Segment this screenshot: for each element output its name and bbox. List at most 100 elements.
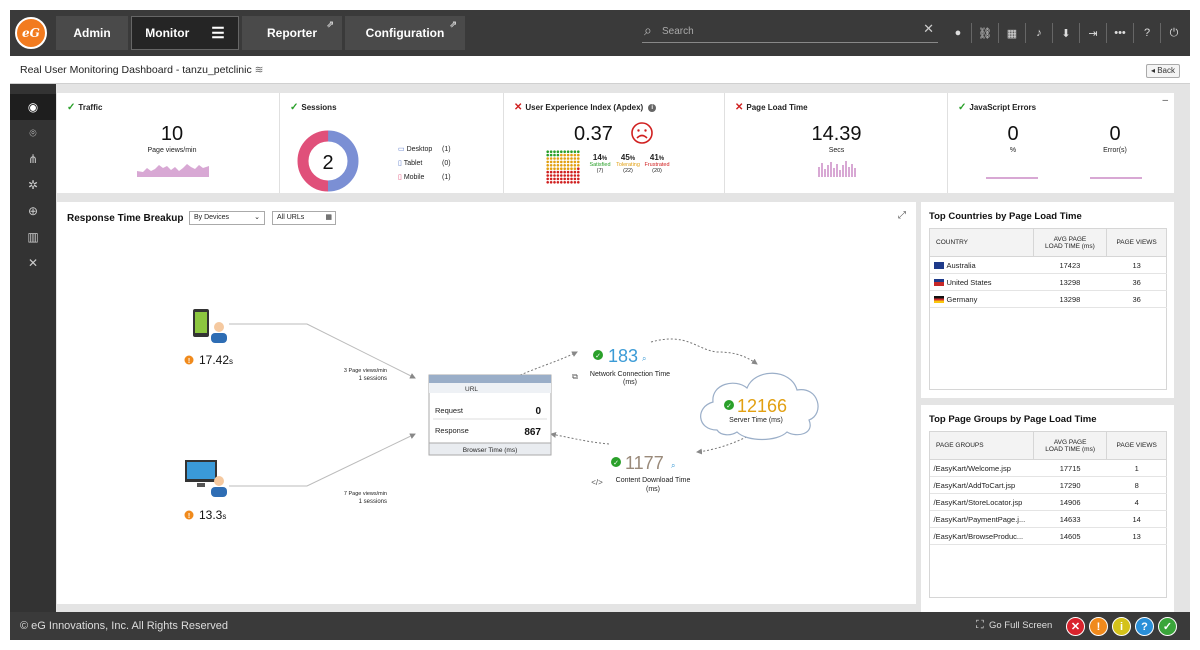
desktop-user-icon — [185, 460, 227, 497]
normal-icon[interactable]: ✓ — [1158, 617, 1177, 636]
content-time-label: Content Download Time — [616, 477, 691, 484]
apdex-dot — [566, 160, 570, 164]
user-icon[interactable]: ● — [954, 27, 962, 39]
tab-configuration[interactable]: Configuration ⇗ — [345, 16, 465, 50]
back-button[interactable]: ◂ Back — [1145, 64, 1180, 78]
help-icon[interactable]: ? — [1135, 617, 1154, 636]
code-icon: </> — [591, 478, 603, 487]
desktop-icon: ▭ — [398, 146, 405, 153]
col-page-groups[interactable]: PAGE GROUPS — [929, 431, 1034, 460]
apdex-dot — [577, 153, 580, 157]
clear-search-icon[interactable]: ✕ — [923, 21, 934, 36]
eye-icon[interactable]: ◉ — [10, 94, 56, 120]
traffic-card[interactable]: ✓ Traffic 10 Page views/min — [57, 93, 280, 193]
more-icon[interactable]: ••• — [1114, 27, 1126, 39]
apdex-frustrated: 41% Frustrated (20) — [644, 153, 670, 174]
sessions-card[interactable]: ✓ Sessions 2 ▭ Desktop (1) ▯ Tablet (0) ▯ M… — [280, 93, 504, 193]
table-row[interactable]: /EasyKart/PaymentPage.j... 14633 14 — [929, 510, 1167, 528]
apdex-dot — [577, 157, 580, 160]
tab-admin[interactable]: Admin — [56, 16, 128, 50]
power-icon[interactable]: ⏻ — [1169, 26, 1179, 39]
apdex-satisfied: 14% Satisfied (7) — [589, 153, 611, 174]
device-filter-select[interactable]: By Devices ⌄ — [189, 211, 265, 225]
col-avg-load[interactable]: AVG PAGE LOAD TIME (ms) — [1032, 228, 1108, 257]
check-icon — [593, 350, 603, 360]
hamburger-menu-icon[interactable]: ☰ — [211, 25, 225, 42]
apdex-dot — [577, 177, 580, 181]
calendar-icon: ▦ — [325, 214, 332, 221]
search-input[interactable] — [662, 23, 902, 39]
apdex-dot — [556, 150, 560, 153]
apdex-dot — [566, 150, 570, 153]
apdex-dot — [546, 181, 549, 184]
js-errors-card[interactable]: ✓ JavaScript Errors – 0 % 0 Error(s) — [948, 93, 1174, 193]
apdex-dot — [566, 157, 570, 160]
donut-slice-mobile — [297, 130, 359, 192]
apdex-dot — [566, 164, 570, 167]
help-icon[interactable]: ? — [1143, 27, 1151, 39]
expand-icon[interactable]: ⤢ — [898, 210, 906, 221]
go-full-screen-button[interactable]: ⛶ Go Full Screen — [976, 619, 1053, 631]
topology-icon[interactable]: ⋔ — [27, 152, 39, 166]
table-row[interactable]: /EasyKart/AddToCart.jsp 17290 8 — [929, 476, 1167, 494]
bar-chart-icon[interactable]: ▥ — [27, 230, 39, 244]
col-country[interactable]: COUNTRY — [929, 228, 1034, 257]
url-filter-select[interactable]: All URLs ▦ — [272, 211, 336, 225]
apdex-dot — [563, 150, 566, 153]
apdex-dot — [560, 170, 563, 174]
table-row[interactable]: /EasyKart/StoreLocator.jsp 14906 4 — [929, 493, 1167, 511]
kpi-strip: ✓ Traffic 10 Page views/min ✓ Sessions 2 ▭… — [57, 93, 1174, 193]
js-error-count-sparkline — [1090, 177, 1142, 179]
server-time-label: Server Time (ms) — [729, 417, 783, 424]
settings-gear-icon[interactable]: ✲ — [27, 178, 39, 192]
js-error-pct-sparkline — [986, 177, 1038, 179]
app-window: eG Admin Monitor ☰ Reporter ⇗ Configuratio… — [10, 10, 1190, 640]
col-page-views[interactable]: PAGE VIEWS — [1106, 431, 1167, 460]
drilldown-search-icon: ⌕ — [671, 461, 675, 470]
apdex-dot — [560, 167, 563, 170]
table-row[interactable]: /EasyKart/BrowseProduc... 14605 13 — [929, 527, 1167, 545]
apdex-dot — [570, 164, 573, 167]
table-row[interactable]: Australia 17423 13 — [929, 256, 1167, 274]
desktop-flow-sessions: 1 sessions — [359, 499, 387, 505]
signout-icon[interactable]: ⇥ — [1088, 27, 1098, 40]
critical-icon[interactable]: ✕ — [1066, 617, 1085, 636]
location-pin-icon[interactable]: ⌾ — [29, 125, 37, 140]
link-icon[interactable]: ⛓ — [978, 27, 992, 40]
external-link-icon: ⇗ — [326, 19, 334, 29]
dashboard-icon[interactable]: ▦ — [1006, 27, 1018, 40]
col-avg-load[interactable]: AVG PAGE LOAD TIME (ms) — [1032, 431, 1108, 460]
check-icon — [611, 457, 621, 467]
apdex-dot — [546, 177, 549, 181]
apdex-card[interactable]: ✕ User Experience Index (Apdex) i 0.37 14%… — [504, 93, 725, 193]
minor-icon[interactable]: i — [1112, 617, 1131, 636]
table-row[interactable]: Germany 13298 36 — [929, 290, 1167, 308]
tab-admin-label: Admin — [73, 26, 111, 40]
major-icon[interactable]: ! — [1089, 617, 1108, 636]
apdex-dot — [570, 177, 573, 181]
info-icon[interactable]: i — [648, 103, 657, 112]
eg-logo[interactable]: eG — [15, 17, 47, 49]
apdex-dot — [556, 167, 560, 170]
apdex-dot — [553, 150, 556, 153]
close-icon[interactable]: ✕ — [27, 256, 39, 270]
apdex-dot — [570, 170, 573, 174]
download-icon[interactable]: ⬇ — [1061, 27, 1071, 40]
col-page-views[interactable]: PAGE VIEWS — [1106, 228, 1167, 257]
bell-icon[interactable]: ♪ — [1036, 27, 1042, 39]
page-load-card[interactable]: ✕ Page Load Time 14.39 Secs — [725, 93, 948, 193]
legend-desktop[interactable]: ▭ Desktop (1) — [398, 146, 451, 153]
search-analytics-icon[interactable]: ⊕ — [27, 204, 39, 218]
apdex-dot — [553, 170, 556, 174]
table-row[interactable]: /EasyKart/Welcome.jsp 17715 1 — [929, 459, 1167, 477]
layers-icon[interactable]: ≋ — [254, 64, 264, 76]
legend-tablet[interactable]: ▯ Tablet (0) — [398, 160, 451, 167]
tab-reporter-label: Reporter — [266, 26, 317, 40]
legend-mobile[interactable]: ▯ Mobile (1) — [398, 174, 451, 181]
table-row[interactable]: United States 13298 36 — [929, 273, 1167, 291]
apdex-dot — [549, 170, 553, 174]
apdex-dot — [563, 177, 566, 181]
tab-reporter[interactable]: Reporter ⇗ — [242, 16, 342, 50]
collapse-icon[interactable]: – — [1162, 95, 1168, 106]
tab-monitor[interactable]: Monitor ☰ — [131, 16, 239, 50]
